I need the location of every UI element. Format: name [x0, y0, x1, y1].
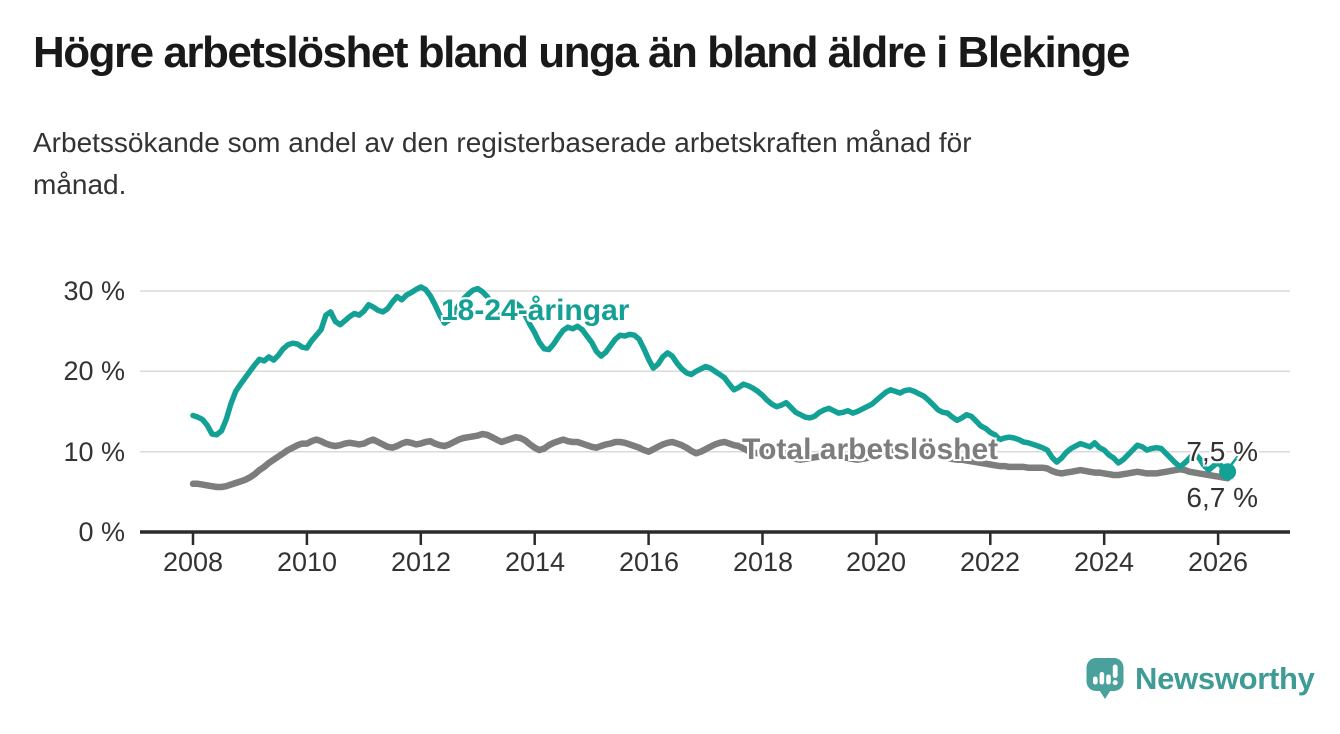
x-axis-label: 2020 — [845, 547, 907, 577]
y-axis-label: 30 % — [63, 276, 125, 306]
x-axis-label: 2026 — [1187, 547, 1249, 577]
y-axis-label: 0 % — [78, 517, 125, 547]
end-value-total: 6,7 % — [1186, 482, 1258, 513]
x-axis-label: 2008 — [162, 547, 224, 577]
x-axis-label: 2024 — [1073, 547, 1135, 577]
x-axis-label: 2014 — [504, 547, 566, 577]
x-axis-label: 2010 — [276, 547, 338, 577]
x-axis-label: 2018 — [732, 547, 794, 577]
newsworthy-logo[interactable]: Newsworthy — [1086, 658, 1315, 699]
x-axis-label: 2022 — [959, 547, 1021, 577]
newsworthy-wordmark: Newsworthy — [1135, 661, 1315, 696]
series-label-young: 18-24-åringar — [441, 294, 630, 327]
y-axis-label: 20 % — [63, 356, 125, 386]
logo-bars-glyph — [1093, 664, 1118, 686]
y-axis-label: 10 % — [63, 437, 125, 467]
series-line-young — [190, 284, 1231, 475]
page-title: Högre arbetslöshet bland unga än bland ä… — [33, 28, 1130, 77]
newsworthy-logo-icon — [1086, 658, 1124, 699]
x-axis-label: 2012 — [390, 547, 452, 577]
series-end-dot — [1219, 463, 1237, 481]
series-label-total: Total arbetslöshet — [742, 433, 999, 466]
series-line-total — [189, 430, 1231, 491]
x-axis-label: 2016 — [618, 547, 680, 577]
page-subtitle: Arbetssökande som andel av den registerb… — [33, 127, 972, 200]
end-value-young: 7,5 % — [1186, 436, 1258, 467]
